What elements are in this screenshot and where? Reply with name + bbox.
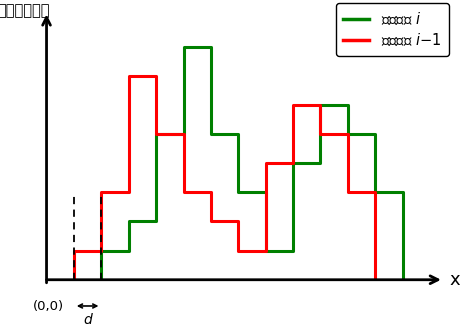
Legend: フレーム $i$, フレーム $i$−1: フレーム $i$, フレーム $i$−1 [336, 3, 449, 56]
Text: (0,0): (0,0) [33, 300, 64, 313]
Text: x: x [449, 271, 460, 289]
Text: 黒色画素の数: 黒色画素の数 [0, 3, 50, 18]
Text: d: d [83, 313, 92, 327]
